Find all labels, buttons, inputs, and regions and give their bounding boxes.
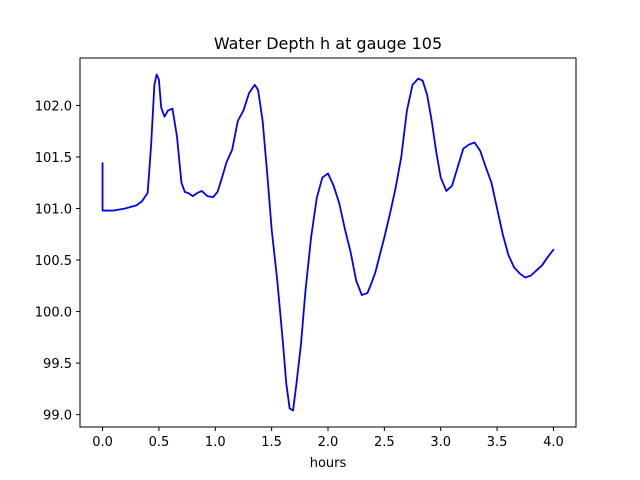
x-tick-label: 4.0 [543,435,564,450]
x-tick-label: 1.5 [261,435,282,450]
y-axis-ticks: 99.0 99.5 100.0 100.5 101.0 101.5 102.0 [35,99,80,424]
x-axis-label: hours [310,456,347,471]
y-tick-label: 99.0 [43,409,72,424]
series-line-water-depth [101,73,555,412]
x-tick-label: 0.0 [92,435,113,450]
x-tick-label: 1.0 [205,435,226,450]
y-tick-label: 102.0 [35,99,72,114]
chart-title: Water Depth h at gauge 105 [214,34,442,53]
x-tick-label: 2.0 [318,435,339,450]
x-tick-label: 0.5 [149,435,170,450]
y-tick-label: 100.5 [35,254,72,269]
x-axis-ticks: 0.0 0.5 1.0 1.5 2.0 2.5 3.0 3.5 4.0 [92,427,564,450]
y-tick-label: 101.0 [35,202,72,217]
y-tick-label: 101.5 [35,151,72,166]
y-tick-label: 100.0 [35,306,72,321]
x-tick-label: 3.5 [487,435,508,450]
x-tick-label: 2.5 [374,435,395,450]
x-tick-label: 3.0 [430,435,451,450]
y-tick-label: 99.5 [43,357,72,372]
